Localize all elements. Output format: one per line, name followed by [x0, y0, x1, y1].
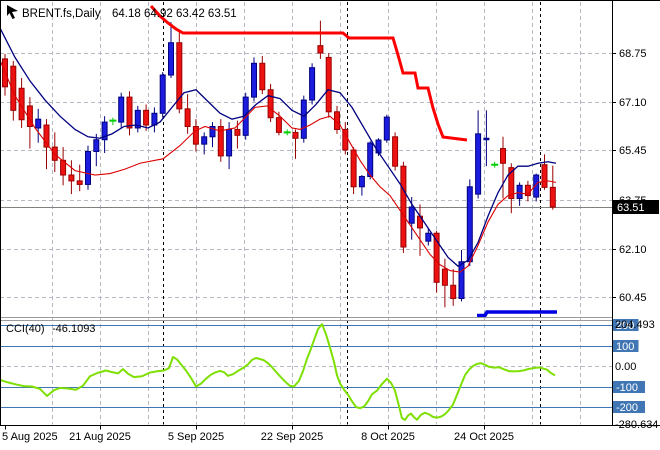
- cci-level-tag: [613, 401, 645, 413]
- cci-axis-label: -280.634: [615, 419, 658, 431]
- bull-candle: [483, 137, 490, 141]
- price-axis-label: 60.45: [619, 292, 647, 304]
- bear-candle: [508, 167, 515, 200]
- current-price-label: 63.51: [617, 202, 645, 214]
- bear-candle: [450, 284, 457, 299]
- bear-candle: [18, 87, 25, 121]
- bull-candle: [85, 150, 91, 185]
- bear-candle: [43, 124, 50, 148]
- ma-line-navy: [0, 27, 557, 267]
- bear-candle: [10, 65, 17, 111]
- bear-candle: [275, 117, 282, 133]
- bear-candle: [500, 148, 506, 164]
- bull-candle: [93, 139, 100, 152]
- time-axis-label: 8 Oct 2025: [361, 431, 415, 443]
- bear-candle: [68, 174, 75, 182]
- bear-candle: [292, 131, 299, 139]
- cci-axis-label: 0.00: [615, 361, 636, 373]
- bear-candle: [267, 89, 274, 119]
- axis-background: [613, 0, 660, 450]
- price-axis-label: 67.10: [619, 97, 647, 109]
- bull-candle: [466, 186, 473, 263]
- bear-candle: [524, 184, 531, 197]
- price-axis-label: 65.45: [619, 145, 647, 157]
- price-axis-label: 68.75: [619, 48, 647, 60]
- cci-level-tag: [613, 340, 639, 352]
- time-axis-label: 5 Sep 2025: [168, 431, 224, 443]
- bear-candle: [392, 136, 399, 167]
- cci-level-tag: [613, 319, 639, 331]
- bear-candle: [259, 62, 266, 91]
- bull-candle: [425, 232, 432, 242]
- bull-candle: [475, 133, 482, 195]
- current-price-tag: [613, 200, 659, 214]
- ohlc-readout: 64.18 64.92 63.42 63.51: [112, 8, 237, 20]
- grid-layer: [0, 2, 612, 425]
- bear-candle: [441, 268, 448, 286]
- cci-level-label: 200: [616, 320, 634, 332]
- bull-candle: [375, 139, 382, 154]
- bull-candle: [101, 121, 108, 141]
- indicator-value: -46.1093: [52, 323, 95, 335]
- cci-axis-label: 204.493: [615, 319, 655, 331]
- ma-line-red: [0, 60, 557, 273]
- bull-candle: [159, 74, 166, 114]
- indicator-name: CCI(40): [6, 323, 45, 335]
- trailing-stop-line: [149, 4, 468, 142]
- bear-candle: [350, 149, 357, 188]
- bull-candle: [300, 99, 307, 139]
- bull-candle: [168, 42, 174, 76]
- time-axis-label: 24 Oct 2025: [454, 431, 514, 443]
- bear-candle: [76, 180, 83, 185]
- cci-level-label: 100: [616, 341, 634, 353]
- bear-candle: [126, 96, 133, 129]
- bull-candle: [35, 118, 42, 129]
- bear-candle: [541, 164, 548, 188]
- bull-candle: [201, 136, 208, 145]
- cci-level-tag: [613, 381, 645, 393]
- bull-candle: [516, 184, 523, 200]
- time-axis-label: 21 Aug 2025: [69, 431, 131, 443]
- time-axis-label: 22 Sep 2025: [261, 431, 323, 443]
- bear-candle: [325, 56, 332, 113]
- series-layer[interactable]: [0, 4, 557, 421]
- bear-candle: [342, 128, 349, 151]
- bull-candle: [209, 126, 216, 138]
- bull-candle: [226, 128, 233, 157]
- bull-candle: [408, 206, 415, 224]
- bull-candle: [309, 67, 316, 101]
- bull-candle: [358, 175, 365, 188]
- indicator-level-lines: [0, 207, 612, 408]
- bear-candle: [184, 108, 191, 127]
- bear-candle: [400, 165, 407, 248]
- bull-candle: [118, 96, 125, 123]
- bull-candle: [367, 142, 374, 177]
- support-level-line: [477, 310, 557, 318]
- bear-candle: [317, 45, 324, 54]
- bear-candle: [433, 232, 440, 283]
- time-axis-label: 5 Aug 2025: [2, 431, 58, 443]
- cci-level-label: -200: [616, 402, 638, 414]
- bear-candle: [234, 128, 241, 136]
- cci-line: [0, 323, 556, 421]
- symbol-title: BRENT.fs,Daily: [22, 8, 101, 20]
- bull-candle: [383, 116, 390, 141]
- bear-candle: [192, 126, 199, 145]
- bull-candle: [134, 109, 141, 129]
- bear-candle: [143, 109, 150, 126]
- chart-symbol-icon: [7, 5, 18, 19]
- bear-candle: [176, 42, 183, 110]
- bull-candle: [533, 174, 540, 198]
- bear-candle: [549, 186, 556, 208]
- price-axis-label: 62.10: [619, 244, 647, 256]
- bull-candle: [251, 62, 257, 98]
- bull-candle: [458, 261, 465, 299]
- cci-level-label: -100: [616, 382, 638, 394]
- bear-candle: [217, 126, 224, 157]
